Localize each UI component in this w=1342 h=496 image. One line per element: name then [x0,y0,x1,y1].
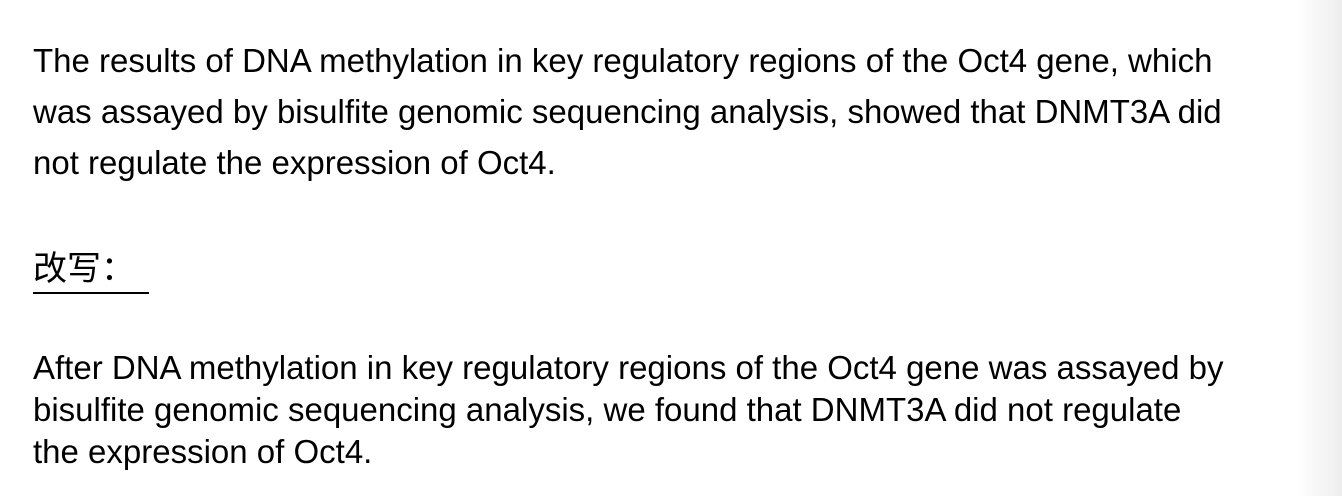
rewritten-line-2: bisulfite genomic sequencing analysis, w… [33,391,1182,428]
rewritten-line-3: the expression of Oct4. [33,433,373,470]
right-edge-shadow [1296,0,1342,496]
original-line-3: not regulate the expression of Oct4. [33,144,556,181]
rewrite-label: 改写： [33,246,149,294]
rewritten-line-1: After DNA methylation in key regulatory … [33,349,1224,386]
original-paragraph: The results of DNA methylation in key re… [33,35,1222,188]
original-line-2: was assayed by bisulfite genomic sequenc… [33,93,1222,130]
original-line-1: The results of DNA methylation in key re… [33,42,1213,79]
rewritten-paragraph: After DNA methylation in key regulatory … [33,347,1223,473]
